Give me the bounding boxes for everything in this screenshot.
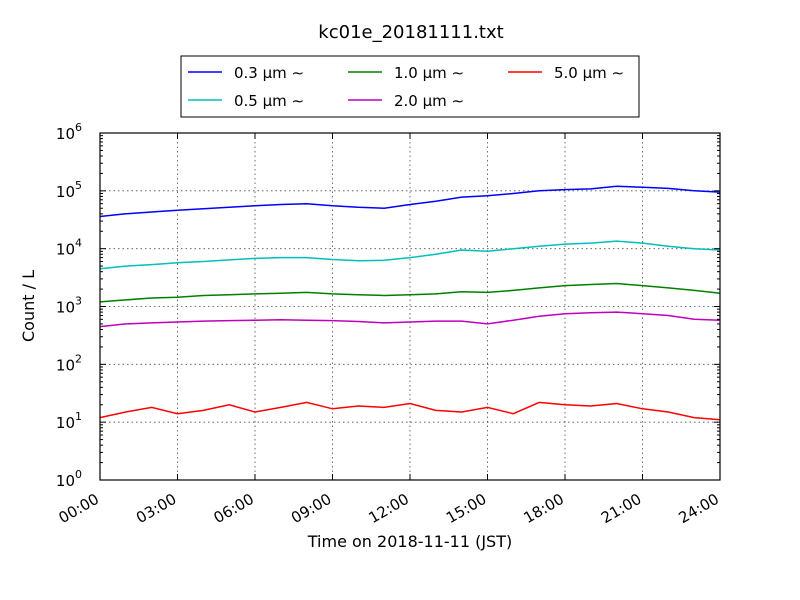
y-tick-exponent: 3	[75, 295, 82, 308]
y-tick-label: 103	[56, 295, 82, 317]
x-tick-label: 15:00	[443, 490, 489, 527]
axis-ticks	[99, 132, 721, 481]
y-tick-label: 102	[56, 352, 82, 374]
x-tick-label: 18:00	[521, 490, 567, 527]
x-tick-label: 21:00	[598, 490, 644, 527]
legend-label: 1.0 μm ∼	[394, 64, 464, 82]
y-tick-exponent: 4	[75, 237, 82, 250]
y-tick-base: 10	[56, 356, 75, 374]
y-tick-label: 106	[56, 121, 82, 143]
y-tick-exponent: 5	[75, 179, 82, 192]
x-axis-label: Time on 2018-11-11 (JST)	[307, 532, 512, 551]
series-lines	[99, 185, 721, 421]
y-tick-exponent: 0	[75, 468, 82, 481]
x-tick-label: 06:00	[211, 490, 257, 527]
series-line	[99, 401, 721, 421]
series-line	[99, 311, 721, 328]
legend-label: 0.3 μm ∼	[234, 64, 304, 82]
y-tick-base: 10	[56, 241, 75, 259]
y-tick-label: 104	[56, 237, 82, 259]
x-tick-label: 00:00	[56, 490, 102, 527]
y-tick-base: 10	[56, 125, 75, 143]
y-tick-base: 10	[56, 414, 75, 432]
series-line	[99, 240, 721, 270]
x-tick-label: 03:00	[133, 490, 179, 527]
series-line	[99, 185, 721, 218]
y-tick-base: 10	[56, 299, 75, 317]
y-tick-exponent: 2	[75, 352, 82, 365]
series-line	[99, 282, 721, 303]
grid	[100, 133, 720, 480]
legend-label: 5.0 μm ∼	[554, 64, 624, 82]
x-tick-label: 24:00	[676, 490, 722, 527]
y-tick-base: 10	[56, 472, 75, 490]
y-tick-label: 105	[56, 179, 82, 201]
y-tick-base: 10	[56, 183, 75, 201]
legend-box	[180, 55, 640, 118]
y-tick-label: 101	[56, 410, 82, 432]
y-tick-exponent: 1	[75, 410, 82, 423]
legend: 0.3 μm ∼ 0.5 μm ∼ 1.0 μm ∼ 2.0 μm ∼ 5.0 μm ∼	[180, 55, 640, 118]
y-tick-label: 100	[56, 468, 82, 490]
legend-label: 0.5 μm ∼	[234, 92, 304, 110]
x-tick-label: 09:00	[288, 490, 334, 527]
x-tick-label: 12:00	[366, 490, 412, 527]
y-tick-exponent: 6	[75, 121, 82, 134]
legend-label: 2.0 μm ∼	[394, 92, 464, 110]
y-axis-label: Count / L	[19, 270, 38, 342]
chart-title: kc01e_20181111.txt	[318, 22, 503, 43]
